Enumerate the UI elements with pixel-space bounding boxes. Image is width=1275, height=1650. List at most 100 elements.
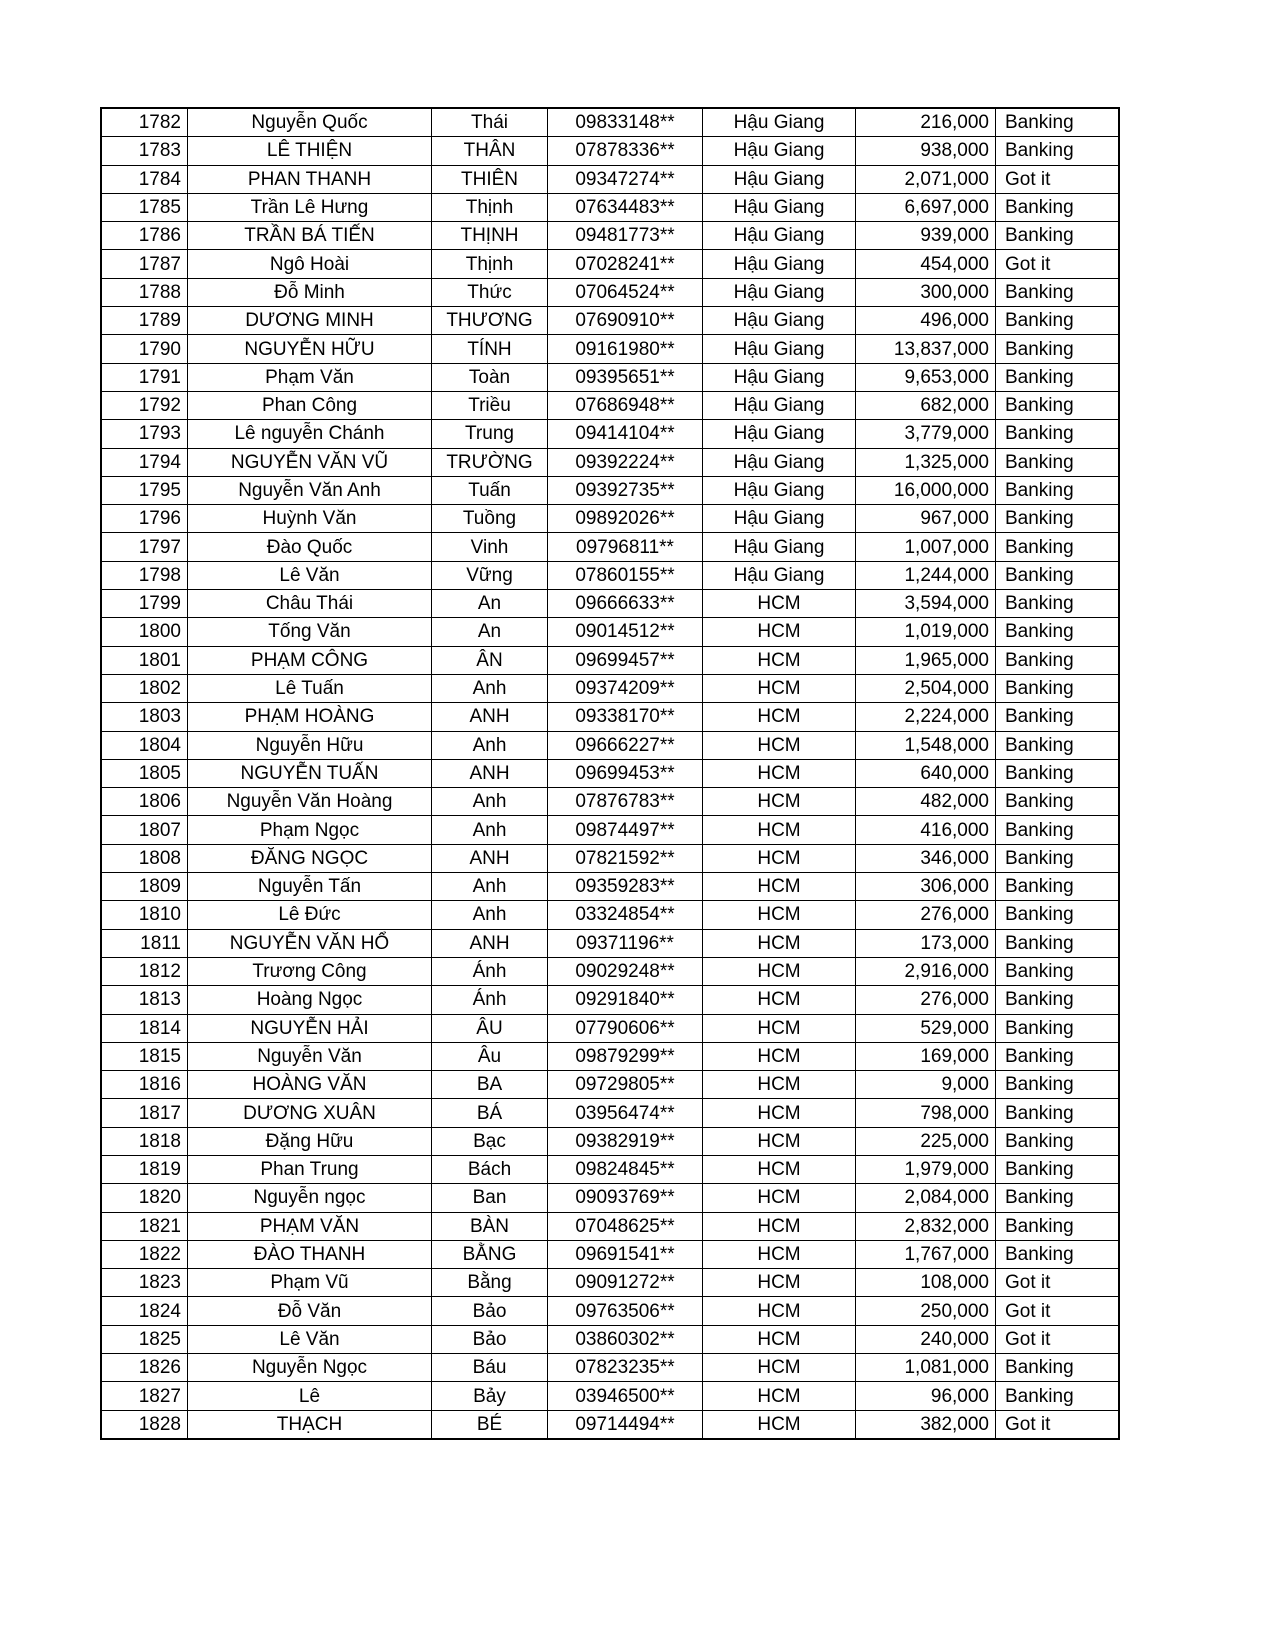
cell-phone: 09879299** [547,1041,703,1072]
cell-status: Banking [995,447,1120,477]
cell-surname-middle: Nguyễn ngọc [187,1183,432,1213]
table-row: 1801 PHẠM CÔNG ÂN 09699457** HCM 1,965,000 Ban… [100,645,1120,675]
cell-row-number: 1807 [100,815,188,845]
cell-surname-middle: Lê Văn [187,560,432,591]
cell-province: Hậu Giang [702,306,856,336]
table-row: 1812 Trương Công Ánh 09029248** HCM 2,916,000… [100,956,1120,987]
cell-amount: 276,000 [855,900,996,930]
cell-amount: 1,767,000 [855,1239,996,1270]
table-row: 1795 Nguyễn Văn Anh Tuấn 09392735** Hậu Gian… [100,475,1120,506]
cell-surname-middle: NGUYỄN VĂN HỔ [187,928,432,958]
cell-phone: 09833148** [547,107,703,138]
cell-row-number: 1805 [100,758,188,789]
table-row: 1811 NGUYỄN VĂN HỔ ANH 09371196** HCM 173,000… [100,928,1120,958]
cell-surname-middle: ĐĂNG NGỌC [187,843,432,874]
cell-province: Hậu Giang [702,136,856,166]
cell-province: Hậu Giang [702,419,856,449]
cell-status: Banking [995,192,1120,223]
cell-phone: 07028241** [547,249,703,279]
cell-province: HCM [702,645,856,675]
cell-amount: 1,548,000 [855,730,996,760]
cell-surname-middle: Nguyễn Văn [187,1041,432,1072]
cell-amount: 13,837,000 [855,334,996,364]
cell-surname-middle: Lê Văn [187,1324,432,1355]
cell-surname-middle: PHẠM VĂN [187,1211,432,1241]
cell-province: HCM [702,872,856,902]
cell-phone: 09374209** [547,673,703,704]
cell-given-name: Anh [431,872,548,902]
cell-surname-middle: ĐÀO THANH [187,1239,432,1270]
payout-table: 1782 Nguyễn Quốc Thái 09833148** Hậu Giang 21… [100,107,1120,1440]
cell-status: Banking [995,900,1120,930]
cell-surname-middle: Phan Công [187,390,432,421]
cell-status: Banking [995,1126,1120,1156]
cell-row-number: 1824 [100,1296,188,1326]
cell-amount: 16,000,000 [855,475,996,506]
cell-status: Banking [995,787,1120,817]
cell-phone: 09892026** [547,504,703,534]
cell-phone: 09371196** [547,928,703,958]
cell-row-number: 1817 [100,1098,188,1128]
cell-province: HCM [702,1211,856,1241]
cell-surname-middle: NGUYỄN TUẤN [187,758,432,789]
cell-given-name: An [431,589,548,619]
cell-phone: 09392224** [547,447,703,477]
cell-given-name: Bằng [431,1268,548,1298]
cell-province: HCM [702,928,856,958]
cell-phone: 09395651** [547,362,703,392]
cell-phone: 09699457** [547,645,703,675]
cell-row-number: 1800 [100,617,188,647]
cell-given-name: Âu [431,1041,548,1072]
cell-amount: 529,000 [855,1013,996,1043]
cell-amount: 2,071,000 [855,164,996,194]
cell-surname-middle: Nguyễn Ngọc [187,1353,432,1383]
cell-phone: 07821592** [547,843,703,874]
cell-surname-middle: PHẠM HOÀNG [187,702,432,732]
cell-status: Banking [995,475,1120,506]
table-row: 1796 Huỳnh Văn Tuồng 09892026** Hậu Giang 967… [100,504,1120,534]
cell-province: HCM [702,1409,856,1440]
cell-given-name: Báu [431,1353,548,1383]
cell-given-name: BẰNG [431,1239,548,1270]
cell-province: Hậu Giang [702,532,856,562]
table-row: 1814 NGUYỄN HẢI ÂU 07790606** HCM 529,000 Bank… [100,1013,1120,1043]
table-row: 1827 Lê Bảy 03946500** HCM 96,000 Banking [100,1381,1120,1411]
cell-row-number: 1787 [100,249,188,279]
cell-row-number: 1792 [100,390,188,421]
cell-row-number: 1804 [100,730,188,760]
cell-given-name: Tuồng [431,504,548,534]
cell-status: Banking [995,702,1120,732]
cell-province: HCM [702,617,856,647]
cell-province: Hậu Giang [702,277,856,308]
cell-status: Banking [995,645,1120,675]
cell-phone: 03956474** [547,1098,703,1128]
cell-row-number: 1784 [100,164,188,194]
cell-status: Banking [995,1211,1120,1241]
cell-given-name: THÂN [431,136,548,166]
cell-province: HCM [702,900,856,930]
cell-amount: 3,594,000 [855,589,996,619]
cell-status: Banking [995,504,1120,534]
cell-given-name: Ban [431,1183,548,1213]
cell-status: Banking [995,277,1120,308]
table-row: 1791 Phạm Văn Toàn 09395651** Hậu Giang 9,653… [100,362,1120,392]
cell-row-number: 1814 [100,1013,188,1043]
cell-surname-middle: TRẦN BÁ TIẾN [187,221,432,251]
cell-status: Banking [995,730,1120,760]
cell-phone: 09666633** [547,589,703,619]
cell-amount: 240,000 [855,1324,996,1355]
cell-province: Hậu Giang [702,475,856,506]
cell-status: Banking [995,1013,1120,1043]
cell-status: Banking [995,560,1120,591]
cell-phone: 07686948** [547,390,703,421]
cell-amount: 1,244,000 [855,560,996,591]
cell-amount: 225,000 [855,1126,996,1156]
cell-row-number: 1790 [100,334,188,364]
cell-amount: 169,000 [855,1041,996,1072]
cell-status: Got it [995,164,1120,194]
cell-surname-middle: NGUYỄN HỮU [187,334,432,364]
cell-phone: 09014512** [547,617,703,647]
cell-province: Hậu Giang [702,504,856,534]
cell-surname-middle: Nguyễn Quốc [187,107,432,138]
table-row: 1785 Trần Lê Hưng Thịnh 07634483** Hậu Giang… [100,192,1120,223]
